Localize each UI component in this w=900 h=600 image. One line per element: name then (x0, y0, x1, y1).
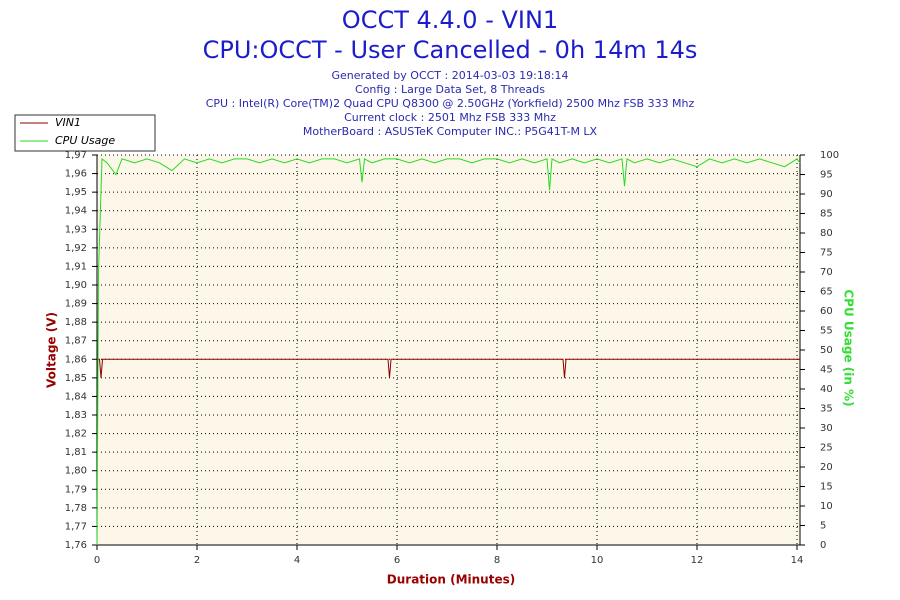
y2-tick-label: 20 (820, 462, 833, 473)
x-tick-label: 10 (591, 555, 604, 566)
x-tick-label: 6 (394, 555, 400, 566)
y-tick-label: 1,77 (65, 521, 87, 532)
y-tick-label: 1,96 (65, 169, 87, 180)
y2-tick-label: 0 (820, 540, 826, 551)
y2-tick-label: 40 (820, 384, 833, 395)
info-line: MotherBoard : ASUSTeK Computer INC.: P5G… (303, 125, 598, 138)
x-axis-label: Duration (Minutes) (387, 573, 515, 587)
info-line: Generated by OCCT : 2014-03-03 19:18:14 (331, 69, 568, 82)
y-tick-label: 1,97 (65, 150, 87, 161)
y2-tick-label: 35 (820, 404, 833, 415)
y-tick-label: 1,82 (65, 429, 87, 440)
y2-tick-label: 75 (820, 248, 833, 259)
x-tick-label: 8 (494, 555, 500, 566)
legend-label: VIN1 (55, 116, 81, 129)
info-line: CPU : Intel(R) Core(TM)2 Quad CPU Q8300 … (206, 97, 695, 110)
plot-area (97, 155, 800, 545)
y-tick-label: 1,86 (65, 354, 87, 365)
x-tick-label: 4 (294, 555, 300, 566)
info-line: Current clock : 2501 Mhz FSB 333 Mhz (344, 111, 556, 124)
y-tick-label: 1,83 (65, 410, 87, 421)
y-tick-label: 1,94 (65, 206, 87, 217)
y-tick-label: 1,84 (65, 391, 87, 402)
y-tick-label: 1,90 (65, 280, 87, 291)
y2-tick-label: 55 (820, 326, 833, 337)
y2-tick-label: 5 (820, 521, 826, 532)
y-tick-label: 1,95 (65, 187, 87, 198)
y2-tick-label: 60 (820, 306, 833, 317)
y-tick-label: 1,81 (65, 447, 87, 458)
y2-tick-label: 95 (820, 170, 833, 181)
y-tick-label: 1,89 (65, 299, 87, 310)
y-tick-label: 1,92 (65, 243, 87, 254)
legend-box (14, 114, 156, 152)
y2-tick-label: 10 (820, 501, 833, 512)
x-tick-label: 14 (791, 555, 804, 566)
y2-tick-label: 70 (820, 267, 833, 278)
y-tick-label: 1,76 (65, 540, 87, 551)
y2-tick-label: 50 (820, 345, 833, 356)
y2-tick-label: 90 (820, 189, 833, 200)
y2-tick-label: 65 (820, 287, 833, 298)
y-tick-label: 1,91 (65, 261, 87, 272)
y-axis-label: Voltage (V) (45, 312, 59, 388)
legend-label: CPU Usage (55, 134, 115, 147)
y2-tick-label: 25 (820, 443, 833, 454)
y2-tick-label: 80 (820, 228, 833, 239)
y2-tick-label: 15 (820, 482, 833, 493)
y2-tick-label: 85 (820, 209, 833, 220)
y-tick-label: 1,88 (65, 317, 87, 328)
y-tick-label: 1,85 (65, 373, 87, 384)
x-tick-label: 0 (94, 555, 100, 566)
y-tick-label: 1,78 (65, 503, 87, 514)
chart-subtitle: CPU:OCCT - User Cancelled - 0h 14m 14s (203, 36, 698, 64)
info-line: Config : Large Data Set, 8 Threads (355, 83, 545, 96)
series-line (96, 157, 801, 546)
y-tick-label: 1,87 (65, 336, 87, 347)
chart-title: OCCT 4.4.0 - VIN1 (342, 6, 558, 34)
y2-axis-label: CPU Usage (in %) (842, 289, 856, 406)
y2-tick-label: 45 (820, 365, 833, 376)
x-tick-label: 12 (691, 555, 704, 566)
y2-tick-label: 30 (820, 423, 833, 434)
y-tick-label: 1,80 (65, 466, 87, 477)
series-line (97, 358, 800, 378)
y-tick-label: 1,79 (65, 484, 87, 495)
y-tick-label: 1,93 (65, 224, 87, 235)
y2-tick-label: 100 (820, 150, 839, 161)
x-tick-label: 2 (194, 555, 200, 566)
